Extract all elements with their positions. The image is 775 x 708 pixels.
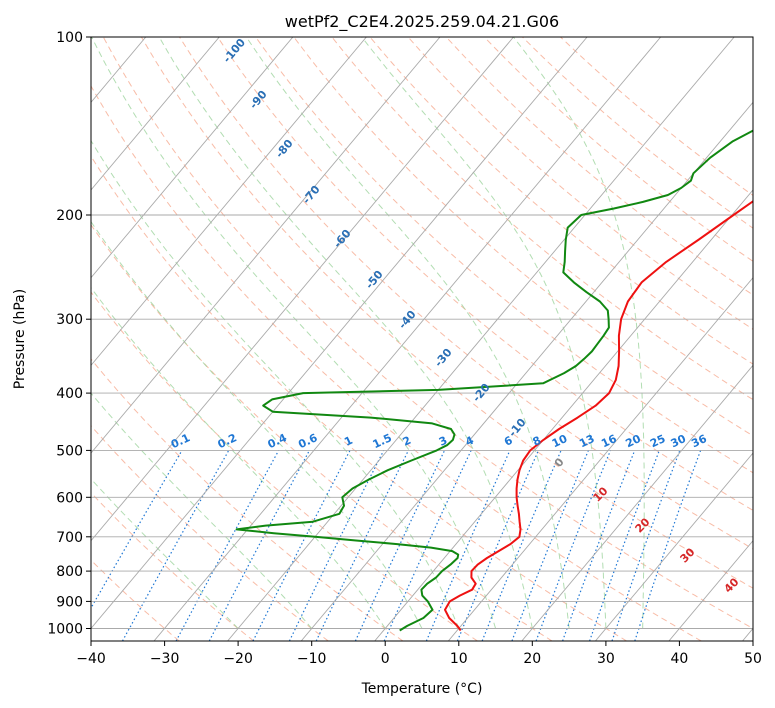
x-tick-label: −30 bbox=[150, 651, 180, 667]
moist-adiabat-6 bbox=[158, 37, 533, 629]
x-tick-label: 0 bbox=[381, 651, 390, 667]
moist-adiabat-2 bbox=[91, 286, 386, 629]
isotherm-5 bbox=[91, 37, 367, 367]
mixing-ratio-label: 20 bbox=[624, 432, 644, 450]
mixing-ratio-line-17 bbox=[634, 450, 702, 641]
isotherm-14 bbox=[521, 364, 753, 641]
y-tick-label: 600 bbox=[56, 490, 83, 506]
y-axis: 100 200 300 400 500 600 700 800 900 1000 bbox=[47, 30, 91, 638]
temperature-line bbox=[444, 200, 753, 632]
isotherm-11 bbox=[300, 101, 753, 641]
moist-adiabat-8 bbox=[361, 37, 607, 629]
isotherm-9 bbox=[153, 37, 662, 641]
y-tick-label: 200 bbox=[56, 208, 83, 224]
dry-adiabat-8 bbox=[102, 37, 753, 630]
plot-frame bbox=[90, 36, 754, 642]
dry-adiabat-5 bbox=[91, 223, 553, 641]
dewpoint-line bbox=[235, 129, 753, 632]
isotherm-4 bbox=[91, 37, 294, 279]
mixing-ratio-line-13 bbox=[535, 450, 612, 641]
mixing-ratio-line-15 bbox=[589, 450, 660, 641]
mixing-ratio-label: 36 bbox=[689, 432, 709, 450]
mixing-ratio-line-8 bbox=[383, 450, 472, 641]
reference-lines bbox=[91, 37, 753, 641]
x-tick-label: −40 bbox=[76, 651, 106, 667]
moist-adiabat-9 bbox=[513, 37, 645, 629]
x-tick-label: −20 bbox=[223, 651, 253, 667]
mixing-ratio-label: 16 bbox=[599, 432, 619, 450]
dry-adiabat-4 bbox=[91, 291, 478, 641]
x-tick-label: −10 bbox=[297, 651, 327, 667]
y-axis-label: Pressure (hPa) bbox=[12, 289, 28, 389]
moist-adiabat-3 bbox=[91, 220, 423, 629]
isotherm-6 bbox=[91, 37, 441, 454]
y-tick-label: 300 bbox=[56, 312, 83, 328]
x-tick-label: 50 bbox=[744, 651, 762, 667]
isotherm-8 bbox=[91, 37, 588, 630]
dry-adiabat-7 bbox=[91, 85, 702, 641]
dry-adiabat-16 bbox=[407, 37, 753, 330]
y-tick-label: 700 bbox=[56, 530, 83, 546]
y-tick-label: 500 bbox=[56, 443, 83, 459]
mixing-ratio-label: 30 bbox=[669, 432, 689, 450]
y-tick-label: 100 bbox=[56, 30, 83, 46]
isotherm-12 bbox=[374, 189, 753, 641]
mixing-ratio-line-2 bbox=[175, 450, 280, 641]
pressure-gridlines bbox=[91, 37, 753, 629]
dry-adiabat-11 bbox=[217, 37, 753, 511]
isotherm-3 bbox=[91, 37, 220, 191]
dry-adiabat-3 bbox=[91, 358, 404, 641]
x-axis-label: Temperature (°C) bbox=[361, 681, 483, 697]
x-tick-label: 20 bbox=[523, 651, 541, 667]
profile-lines bbox=[235, 129, 753, 632]
mixing-ratio-line-14 bbox=[562, 450, 636, 641]
mixing-ratio-line-9 bbox=[425, 450, 511, 641]
mixing-ratio-line-12 bbox=[511, 450, 589, 641]
isotherm-13 bbox=[447, 277, 753, 641]
isotherm-15 bbox=[595, 452, 753, 641]
y-tick-label: 400 bbox=[56, 386, 83, 402]
y-tick-label: 1000 bbox=[47, 622, 83, 638]
mixing-ratio-label: 13 bbox=[577, 432, 596, 450]
mixing-ratio-line-16 bbox=[611, 450, 681, 641]
dry-adiabat-9 bbox=[140, 37, 753, 589]
mixing-ratio-line-10 bbox=[456, 450, 539, 641]
y-tick-label: 900 bbox=[56, 594, 83, 610]
moist-adiabat-1 bbox=[91, 392, 313, 629]
dry-adiabat-12 bbox=[255, 37, 753, 474]
dry-adiabat-0 bbox=[91, 559, 180, 641]
dry-adiabat-17 bbox=[445, 37, 753, 296]
dry-adiabat-6 bbox=[91, 155, 627, 641]
moist-adiabat-5 bbox=[91, 37, 497, 629]
mixing-ratio-label: 25 bbox=[648, 432, 667, 450]
x-tick-label: 40 bbox=[670, 651, 688, 667]
isotherm-10 bbox=[227, 37, 735, 641]
y-tick-label: 800 bbox=[56, 564, 83, 580]
mixing-ratio-line-4 bbox=[252, 450, 351, 641]
x-tick-label: 30 bbox=[597, 651, 615, 667]
chart-title: wetPf2_C2E4.2025.259.04.21.G06 bbox=[285, 12, 559, 32]
mixing-ratio-label: 10 bbox=[550, 432, 570, 450]
x-tick-label: 10 bbox=[450, 651, 468, 667]
mixing-ratio-line-5 bbox=[288, 450, 385, 641]
moist-adiabat-7 bbox=[245, 37, 570, 629]
x-axis: −40 −30 −20 −10 0 10 20 30 40 50 bbox=[76, 641, 762, 667]
